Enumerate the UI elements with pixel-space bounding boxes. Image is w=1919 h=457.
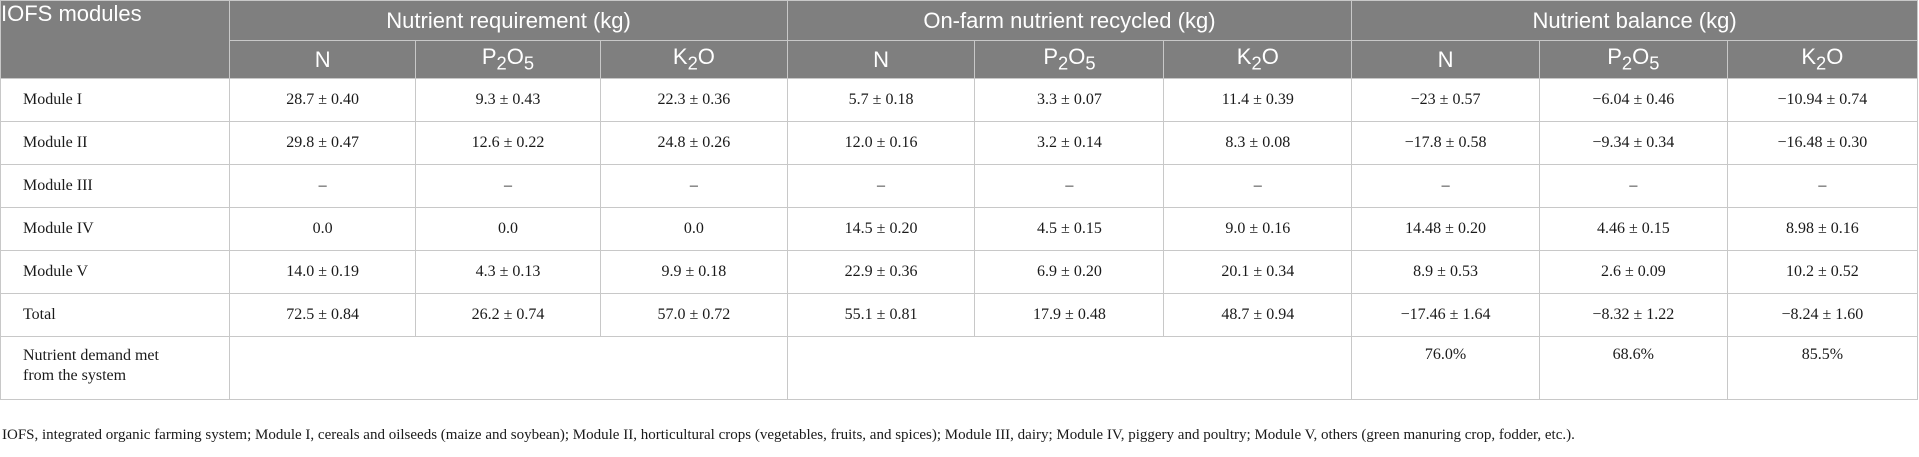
nutrient-balance-table: IOFS modules Nutrient requirement (kg) O…	[0, 0, 1919, 400]
table-row: Module I 28.7 ± 0.40 9.3 ± 0.43 22.3 ± 0.36…	[0, 78, 1919, 122]
table-cell: 20.1 ± 0.34	[1163, 250, 1353, 294]
table-cell: –	[1351, 164, 1540, 208]
row-label: Module III	[0, 164, 231, 208]
table-cell: 0.0	[229, 207, 416, 251]
row-label: Module IV	[0, 207, 231, 251]
table-cell: 12.6 ± 0.22	[414, 121, 602, 165]
table-cell: 55.1 ± 0.81	[786, 293, 976, 337]
table-cell: 9.3 ± 0.43	[414, 78, 602, 122]
row-label: Nutrient demand met from the system	[0, 336, 231, 400]
table-footnote: IOFS, integrated organic farming system;…	[2, 427, 1575, 443]
table-cell: 4.5 ± 0.15	[974, 207, 1165, 251]
table-row: Module V 14.0 ± 0.19 4.3 ± 0.13 9.9 ± 0.18 2…	[0, 250, 1919, 294]
table-row-demand-met: Nutrient demand met from the system 76.0%…	[0, 336, 1919, 400]
col-header-n: N	[786, 40, 976, 79]
col-header-p2o5: P2O5	[414, 40, 602, 79]
col-header-k2o: K2O	[1726, 40, 1919, 79]
table-cell: 17.9 ± 0.48	[974, 293, 1165, 337]
table-cell: 28.7 ± 0.40	[229, 78, 416, 122]
group-header-recycled: On-farm nutrient recycled (kg)	[786, 0, 1353, 41]
table-cell: −10.94 ± 0.74	[1726, 78, 1919, 122]
table-cell: 11.4 ± 0.39	[1163, 78, 1353, 122]
table-cell: 76.0%	[1351, 336, 1540, 400]
table-cell: 2.6 ± 0.09	[1538, 250, 1728, 294]
col-header-n: N	[229, 40, 416, 79]
col-header-k2o: K2O	[1163, 40, 1353, 79]
group-header-requirement: Nutrient requirement (kg)	[229, 0, 788, 41]
table-cell: 9.0 ± 0.16	[1163, 207, 1353, 251]
table-cell-empty	[229, 336, 788, 400]
table-cell: 14.0 ± 0.19	[229, 250, 416, 294]
table-cell: 3.3 ± 0.07	[974, 78, 1165, 122]
table-cell: 68.6%	[1538, 336, 1728, 400]
table-cell: −8.32 ± 1.22	[1538, 293, 1728, 337]
table-row: Total 72.5 ± 0.84 26.2 ± 0.74 57.0 ± 0.72 55…	[0, 293, 1919, 337]
table-cell: 22.9 ± 0.36	[786, 250, 976, 294]
row-label: Total	[0, 293, 231, 337]
group-header-balance: Nutrient balance (kg)	[1351, 0, 1918, 41]
table-cell: –	[1726, 164, 1919, 208]
table-cell: 8.98 ± 0.16	[1726, 207, 1919, 251]
table-cell: 8.3 ± 0.08	[1163, 121, 1353, 165]
table-cell: 10.2 ± 0.52	[1726, 250, 1919, 294]
table-cell: 72.5 ± 0.84	[229, 293, 416, 337]
table-cell: −9.34 ± 0.34	[1538, 121, 1728, 165]
table-cell: 24.8 ± 0.26	[600, 121, 788, 165]
table-cell: 14.48 ± 0.20	[1351, 207, 1540, 251]
table-cell: 57.0 ± 0.72	[600, 293, 788, 337]
table-cell: 14.5 ± 0.20	[786, 207, 976, 251]
table-cell: 48.7 ± 0.94	[1163, 293, 1353, 337]
table-cell: 5.7 ± 0.18	[786, 78, 976, 122]
table-cell: –	[229, 164, 416, 208]
table-cell: 85.5%	[1726, 336, 1919, 400]
table-cell: 6.9 ± 0.20	[974, 250, 1165, 294]
col-header-p2o5: P2O5	[974, 40, 1165, 79]
table-cell: 29.8 ± 0.47	[229, 121, 416, 165]
table-cell: −6.04 ± 0.46	[1538, 78, 1728, 122]
col-header-k2o: K2O	[600, 40, 788, 79]
table-cell: 3.2 ± 0.14	[974, 121, 1165, 165]
table-cell: −16.48 ± 0.30	[1726, 121, 1919, 165]
table-cell: −17.8 ± 0.58	[1351, 121, 1540, 165]
table-row: Module IV 0.0 0.0 0.0 14.5 ± 0.20 4.5 ± 0.15 9…	[0, 207, 1919, 251]
table-cell: –	[974, 164, 1165, 208]
table-cell: 0.0	[414, 207, 602, 251]
table-cell: –	[1163, 164, 1353, 208]
table-cell: 4.3 ± 0.13	[414, 250, 602, 294]
table-cell: –	[1538, 164, 1728, 208]
table-cell-empty	[786, 336, 1353, 400]
table-cell: 0.0	[600, 207, 788, 251]
table-cell: –	[786, 164, 976, 208]
corner-header: IOFS modules	[0, 0, 231, 79]
table-cell: 8.9 ± 0.53	[1351, 250, 1540, 294]
row-label: Module I	[0, 78, 231, 122]
table-row: Module II 29.8 ± 0.47 12.6 ± 0.22 24.8 ± 0.…	[0, 121, 1919, 165]
table-row: Module III – – – – – – – – –	[0, 164, 1919, 208]
table-cell: −17.46 ± 1.64	[1351, 293, 1540, 337]
table-cell: –	[600, 164, 788, 208]
table-cell: −23 ± 0.57	[1351, 78, 1540, 122]
table-cell: –	[414, 164, 602, 208]
table-cell: 9.9 ± 0.18	[600, 250, 788, 294]
table-cell: 26.2 ± 0.74	[414, 293, 602, 337]
col-header-n: N	[1351, 40, 1540, 79]
col-header-p2o5: P2O5	[1538, 40, 1728, 79]
table-cell: −8.24 ± 1.60	[1726, 293, 1919, 337]
table-cell: 22.3 ± 0.36	[600, 78, 788, 122]
table-cell: 12.0 ± 0.16	[786, 121, 976, 165]
row-label: Module V	[0, 250, 231, 294]
row-label: Module II	[0, 121, 231, 165]
table-cell: 4.46 ± 0.15	[1538, 207, 1728, 251]
